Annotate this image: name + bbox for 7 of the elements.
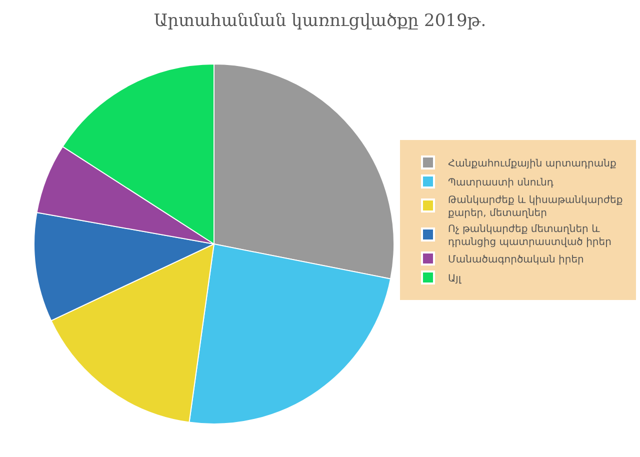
chart-title: Արտահանման կառուցվածքը 2019թ.: [154, 10, 486, 31]
legend-label: Այլ: [448, 273, 462, 284]
legend-label: Հանքահումքային արտադրանք: [448, 158, 616, 170]
legend-label: Մանածագործական իրեր: [448, 254, 584, 266]
legend-label: Թանկարժեք և կիսաթանկարժեք քարեր, մետաղներ: [448, 194, 623, 219]
legend-label: Պատրաստի սնունդ: [448, 177, 554, 188]
legend-label: Ոչ թանկարժեք մետաղներ և դրանցից պատրաստված իրեր: [448, 224, 612, 248]
